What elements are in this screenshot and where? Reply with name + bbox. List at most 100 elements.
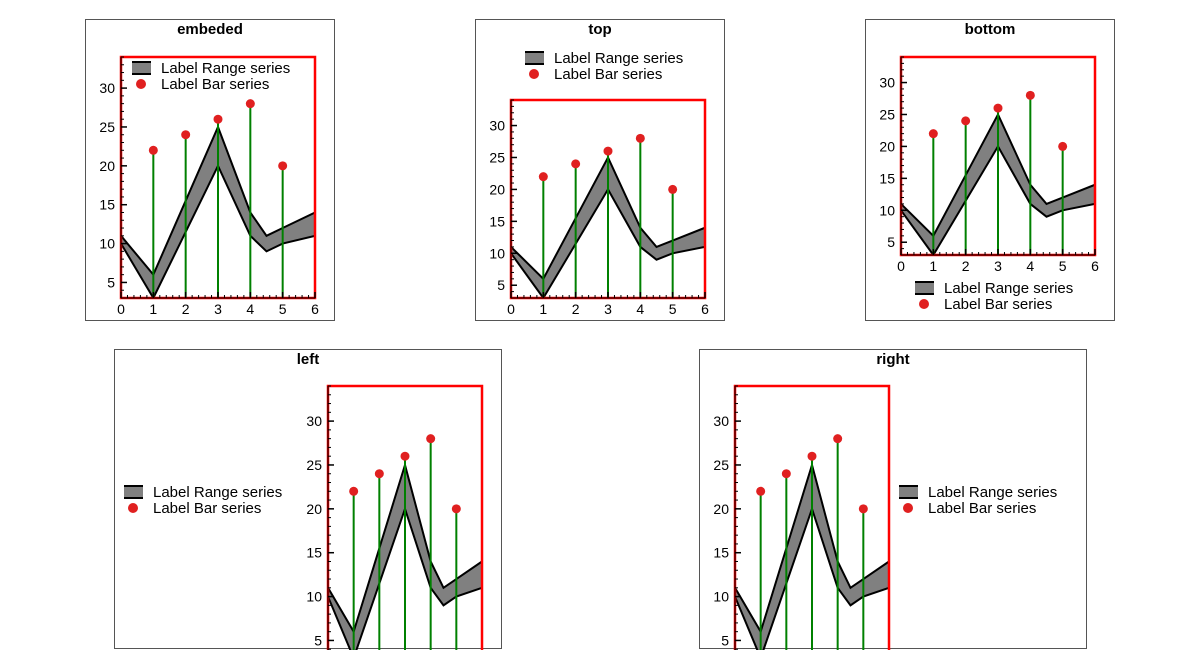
legend-label-range: Label Range series [554, 50, 683, 67]
y-tick-label: 5 [107, 274, 115, 290]
legend-label-range: Label Range series [928, 484, 1057, 501]
x-tick-label: 2 [962, 258, 970, 274]
chart-title: embeded [177, 21, 243, 38]
y-tick-label: 5 [314, 632, 322, 648]
y-tick-label: 10 [489, 245, 505, 261]
bar-point [961, 116, 971, 126]
legend-label-bar: Label Bar series [161, 76, 269, 93]
bar-point [807, 451, 817, 461]
bar-point [781, 469, 791, 479]
range-high-line [511, 155, 705, 281]
x-tick-label: 3 [604, 301, 612, 317]
legend-bar-marker [919, 299, 929, 309]
y-tick-label: 10 [306, 589, 322, 605]
bar-point [1025, 90, 1035, 100]
legend-label-range: Label Range series [153, 484, 282, 501]
x-tick-label: 2 [182, 301, 190, 317]
x-tick-label: 4 [246, 301, 254, 317]
y-tick-label: 30 [489, 118, 505, 134]
range-high-line [328, 461, 482, 635]
legend-bar-marker [529, 69, 539, 79]
plot-area [735, 438, 889, 650]
bar-point [603, 146, 613, 156]
range-band [901, 114, 1095, 255]
legend-range-swatch [124, 486, 143, 498]
bar-point [833, 434, 843, 444]
y-tick-label: 10 [713, 589, 729, 605]
y-tick-label: 25 [306, 457, 322, 473]
bar-point [756, 486, 766, 496]
bar-point [349, 486, 359, 496]
y-tick-label: 20 [713, 501, 729, 517]
y-tick-label: 25 [879, 106, 895, 122]
range-low-line [901, 144, 1095, 255]
legend-label-bar: Label Bar series [153, 500, 261, 517]
x-tick-label: 4 [636, 301, 644, 317]
x-tick-label: 6 [701, 301, 709, 317]
range-low-line [511, 187, 705, 298]
legend-label-bar: Label Bar series [928, 500, 1036, 517]
range-band [121, 126, 315, 298]
range-high-line [121, 124, 315, 277]
legend-label-bar: Label Bar series [554, 66, 662, 83]
y-tick-label: 15 [879, 170, 895, 186]
bar-point [181, 130, 191, 140]
chart-title: top [588, 21, 612, 38]
legend-label-range: Label Range series [161, 60, 290, 77]
x-tick-label: 5 [1059, 258, 1067, 274]
bar-point [635, 133, 645, 143]
x-tick-label: 1 [539, 301, 547, 317]
legend-bar-marker [136, 79, 146, 89]
bar-point [451, 504, 461, 514]
bar-point [1058, 141, 1068, 151]
bar-point [213, 114, 223, 124]
y-tick-label: 15 [713, 545, 729, 561]
y-tick-label: 25 [489, 149, 505, 165]
legend-bar-marker [128, 503, 138, 513]
y-tick-label: 10 [99, 236, 115, 252]
y-tick-label: 20 [99, 158, 115, 174]
y-tick-label: 30 [306, 413, 322, 429]
bar-point [245, 99, 255, 109]
y-tick-label: 30 [99, 80, 115, 96]
x-tick-label: 1 [929, 258, 937, 274]
x-tick-label: 0 [897, 258, 905, 274]
legend-range-swatch [915, 282, 934, 294]
y-tick-label: 30 [713, 413, 729, 429]
bar-point [400, 451, 410, 461]
y-tick-label: 20 [489, 181, 505, 197]
legend-bar-marker [903, 503, 913, 513]
chart-panel-embeded: embeded 0 1 2 3 4 5 6 5 10 15 20 25 30 Label Range se… [85, 19, 335, 321]
x-tick-label: 0 [507, 301, 515, 317]
bar-point [538, 172, 548, 182]
bar-point [571, 159, 581, 169]
bar-point [148, 145, 158, 155]
chart-panel-bottom: bottom 0 1 2 3 4 5 6 5 10 15 20 25 30 Label Range ser… [865, 19, 1115, 321]
y-tick-label: 20 [879, 138, 895, 154]
bar-point [426, 434, 436, 444]
x-tick-label: 4 [1026, 258, 1034, 274]
range-band [511, 157, 705, 298]
bar-point [993, 103, 1003, 113]
y-tick-label: 25 [99, 119, 115, 135]
bar-point [928, 129, 938, 139]
y-tick-label: 5 [721, 632, 729, 648]
legend-range-swatch [525, 52, 544, 64]
bar-point [858, 504, 868, 514]
range-low-line [121, 163, 315, 298]
y-tick-label: 5 [497, 277, 505, 293]
x-tick-label: 3 [214, 301, 222, 317]
x-tick-label: 0 [117, 301, 125, 317]
range-high-line [735, 461, 889, 635]
x-tick-label: 5 [669, 301, 677, 317]
chart-panel-top: top 0 1 2 3 4 5 6 5 10 15 20 25 30 Label Range series… [475, 19, 725, 321]
y-tick-label: 20 [306, 501, 322, 517]
